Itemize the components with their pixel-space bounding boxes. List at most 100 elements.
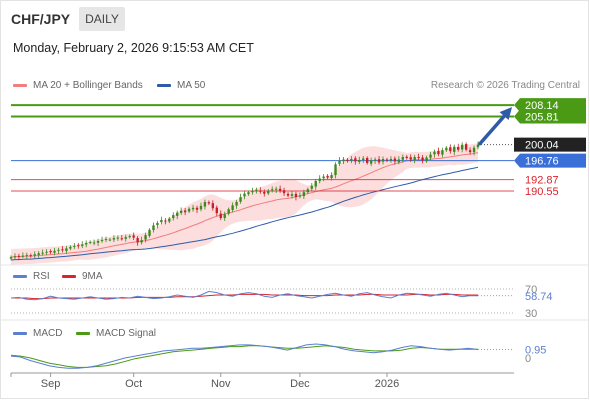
- candle-body: [195, 207, 199, 210]
- candle-body: [92, 242, 96, 244]
- candle-body: [160, 220, 163, 223]
- candle-body: [460, 144, 464, 150]
- ma50-line: [10, 166, 479, 261]
- candle-body: [417, 157, 420, 159]
- candle-body: [152, 225, 155, 231]
- candle-body: [342, 159, 345, 162]
- x-axis-label: Sep: [41, 378, 61, 390]
- candle-body: [354, 158, 357, 162]
- credit-text: Research © 2026 Trading Central: [430, 80, 580, 91]
- candle-body: [13, 256, 17, 258]
- target-arrow-shaft: [478, 112, 508, 146]
- target-arrow-head: [499, 107, 512, 121]
- rsi-tick-label: 30: [525, 308, 537, 320]
- candle-body: [45, 251, 48, 253]
- bollinger-band: [11, 143, 478, 265]
- candle-body: [433, 151, 436, 155]
- candle-body: [172, 215, 175, 219]
- level-tag-pivot: [514, 153, 586, 168]
- candle-body: [61, 249, 64, 251]
- candle-body: [298, 195, 302, 197]
- legend-ma20: MA 20 + Bollinger Bands: [13, 80, 143, 91]
- candle-body: [310, 185, 313, 189]
- x-axis-label: Nov: [211, 378, 231, 390]
- period-button[interactable]: DAILY: [79, 7, 125, 31]
- candle-body: [393, 158, 397, 162]
- macd-line: [10, 343, 479, 369]
- macd-swatch: [13, 331, 27, 335]
- candle-body: [96, 241, 100, 243]
- legend-macd-signal-label: MACD Signal: [96, 328, 157, 339]
- candle-body: [33, 254, 36, 256]
- candle-body: [69, 246, 72, 249]
- candle-body: [203, 201, 207, 207]
- candle-body: [358, 159, 361, 162]
- candle-body: [476, 144, 480, 148]
- candle-body: [25, 255, 29, 257]
- candle-body: [401, 157, 404, 160]
- candle-body: [457, 147, 460, 150]
- candle-body: [441, 150, 444, 155]
- candle-body: [381, 158, 385, 162]
- level-tag-resistance: [514, 109, 586, 124]
- level-label: 192.87: [525, 175, 559, 187]
- candle-body: [199, 205, 203, 210]
- instrument-title: CHF/JPY: [11, 11, 71, 27]
- candle-body: [132, 235, 135, 238]
- candle-body: [183, 210, 187, 213]
- candle-body: [100, 240, 104, 242]
- candle-body: [429, 154, 432, 158]
- macd-signal-swatch: [76, 331, 90, 335]
- ma20-swatch: [13, 83, 27, 87]
- candle-body: [437, 150, 440, 155]
- candle-body: [120, 238, 124, 240]
- candle-body: [81, 244, 84, 246]
- candle-body: [322, 176, 325, 179]
- candle-body: [144, 235, 147, 240]
- candle-body: [88, 241, 92, 243]
- candle-body: [41, 252, 44, 254]
- level-label: 205.81: [525, 111, 559, 123]
- candle-body: [449, 147, 452, 152]
- candle-body: [389, 158, 393, 161]
- candle-body: [464, 144, 468, 150]
- rsi-swatch: [13, 274, 27, 278]
- candle-body: [112, 238, 116, 240]
- candle-body: [9, 257, 13, 259]
- legend-ma50: MA 50: [157, 80, 205, 91]
- candle-body: [156, 222, 159, 226]
- last-price-tag: [514, 137, 586, 152]
- legend-9ma-label: 9MA: [82, 271, 103, 282]
- candle-body: [223, 214, 226, 219]
- candle-body: [179, 210, 183, 213]
- candle-body: [365, 158, 369, 163]
- candle-body: [445, 147, 448, 151]
- candle-body: [21, 255, 25, 257]
- candle-body: [385, 159, 389, 161]
- legend-macd: MACD: [13, 328, 62, 339]
- candle-body: [274, 188, 278, 190]
- candle-body: [231, 205, 234, 211]
- macd-tick-label: 0: [525, 353, 531, 365]
- candle-body: [318, 178, 321, 182]
- timestamp: Monday, February 2, 2026 9:15:53 AM CET: [13, 41, 254, 55]
- candle-body: [330, 175, 333, 179]
- candle-body: [294, 193, 298, 198]
- candle-body: [314, 180, 317, 187]
- candle-body: [116, 237, 120, 239]
- candle-body: [235, 201, 238, 206]
- candle-body: [290, 194, 294, 196]
- candle-body: [409, 157, 412, 160]
- level-label: 196.76: [525, 156, 559, 168]
- candle-body: [302, 192, 306, 197]
- candle-body: [267, 190, 270, 194]
- candle-body: [350, 158, 353, 161]
- candle-body: [425, 157, 428, 162]
- candle-body: [49, 251, 52, 253]
- candle-body: [136, 238, 139, 243]
- candle-body: [211, 203, 215, 209]
- candle-body: [29, 255, 32, 257]
- candle-body: [85, 242, 88, 245]
